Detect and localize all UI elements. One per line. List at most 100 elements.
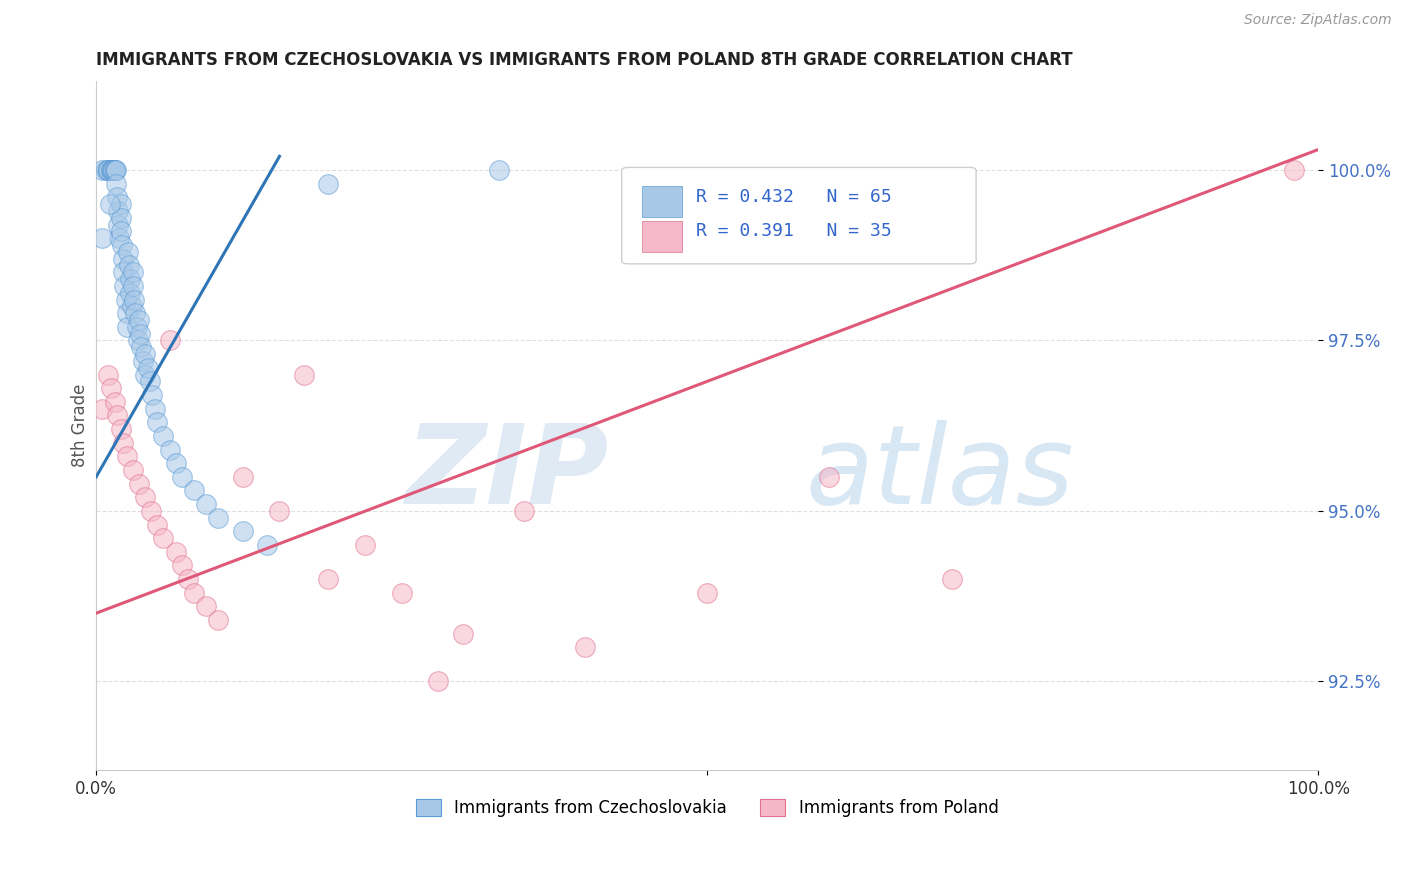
Point bbox=[104, 163, 127, 178]
Point bbox=[139, 375, 162, 389]
Point bbox=[110, 197, 132, 211]
Point bbox=[94, 163, 117, 178]
Point bbox=[170, 470, 193, 484]
Point bbox=[111, 238, 134, 252]
Point bbox=[112, 252, 135, 266]
Point bbox=[110, 422, 132, 436]
Point bbox=[97, 163, 120, 178]
Point bbox=[488, 163, 510, 178]
Point bbox=[110, 211, 132, 225]
Point bbox=[177, 572, 200, 586]
Point bbox=[121, 463, 143, 477]
Point bbox=[152, 531, 174, 545]
Point bbox=[159, 334, 181, 348]
Point bbox=[232, 470, 254, 484]
Point bbox=[354, 538, 377, 552]
Point bbox=[120, 272, 142, 286]
Point bbox=[103, 163, 125, 178]
Point bbox=[97, 368, 120, 382]
Point bbox=[91, 231, 114, 245]
Point bbox=[165, 456, 187, 470]
Point bbox=[124, 306, 146, 320]
FancyBboxPatch shape bbox=[621, 168, 976, 264]
FancyBboxPatch shape bbox=[643, 221, 682, 252]
Point bbox=[207, 613, 229, 627]
Point bbox=[103, 163, 125, 178]
Point bbox=[427, 674, 450, 689]
Text: atlas: atlas bbox=[806, 420, 1074, 527]
Point bbox=[152, 429, 174, 443]
Point bbox=[128, 313, 150, 327]
Point bbox=[115, 319, 138, 334]
Point bbox=[107, 203, 129, 218]
Point bbox=[232, 524, 254, 539]
Point bbox=[165, 545, 187, 559]
Legend: Immigrants from Czechoslovakia, Immigrants from Poland: Immigrants from Czechoslovakia, Immigran… bbox=[409, 792, 1005, 823]
Point bbox=[127, 334, 149, 348]
Text: Source: ZipAtlas.com: Source: ZipAtlas.com bbox=[1244, 13, 1392, 28]
Point bbox=[146, 415, 169, 429]
Point bbox=[292, 368, 315, 382]
Point bbox=[100, 381, 122, 395]
Point bbox=[100, 163, 122, 178]
Point bbox=[115, 450, 138, 464]
Point bbox=[941, 572, 963, 586]
Point bbox=[318, 177, 340, 191]
Point bbox=[183, 585, 205, 599]
Point bbox=[112, 265, 135, 279]
Point bbox=[146, 517, 169, 532]
Point bbox=[97, 163, 120, 178]
Point bbox=[1282, 163, 1305, 178]
Text: ZIP: ZIP bbox=[406, 420, 609, 527]
Text: IMMIGRANTS FROM CZECHOSLOVAKIA VS IMMIGRANTS FROM POLAND 8TH GRADE CORRELATION C: IMMIGRANTS FROM CZECHOSLOVAKIA VS IMMIGR… bbox=[96, 51, 1073, 69]
Point bbox=[318, 572, 340, 586]
Point bbox=[129, 326, 152, 341]
Point bbox=[134, 347, 156, 361]
Point bbox=[195, 497, 218, 511]
Point bbox=[117, 244, 139, 259]
Point bbox=[141, 504, 163, 518]
Point bbox=[207, 510, 229, 524]
Point bbox=[91, 401, 114, 416]
Point bbox=[121, 279, 143, 293]
Point bbox=[103, 163, 125, 178]
Point bbox=[574, 640, 596, 655]
Point bbox=[818, 470, 841, 484]
Point bbox=[103, 163, 125, 178]
Point bbox=[696, 585, 718, 599]
Point bbox=[159, 442, 181, 457]
Point bbox=[391, 585, 413, 599]
Y-axis label: 8th Grade: 8th Grade bbox=[72, 384, 89, 467]
Point bbox=[112, 435, 135, 450]
Point bbox=[125, 319, 148, 334]
Point bbox=[91, 163, 114, 178]
Point bbox=[120, 285, 142, 300]
Point bbox=[108, 231, 131, 245]
Point bbox=[100, 163, 122, 178]
Point bbox=[141, 388, 163, 402]
Point bbox=[134, 368, 156, 382]
Point bbox=[104, 177, 127, 191]
Point bbox=[122, 293, 145, 307]
Point bbox=[114, 293, 136, 307]
Point bbox=[121, 265, 143, 279]
Point bbox=[121, 299, 143, 313]
Point bbox=[103, 163, 125, 178]
Point bbox=[131, 354, 153, 368]
Point bbox=[131, 340, 153, 354]
Point bbox=[451, 626, 474, 640]
Point bbox=[105, 409, 128, 423]
Point bbox=[112, 279, 135, 293]
Point bbox=[195, 599, 218, 614]
Point bbox=[134, 490, 156, 504]
Point bbox=[183, 483, 205, 498]
Point bbox=[128, 476, 150, 491]
Point bbox=[513, 504, 536, 518]
FancyBboxPatch shape bbox=[643, 186, 682, 218]
Point bbox=[103, 394, 125, 409]
Point bbox=[97, 163, 120, 178]
Point bbox=[269, 504, 291, 518]
Point bbox=[115, 306, 138, 320]
Point bbox=[98, 197, 121, 211]
Point bbox=[101, 163, 124, 178]
